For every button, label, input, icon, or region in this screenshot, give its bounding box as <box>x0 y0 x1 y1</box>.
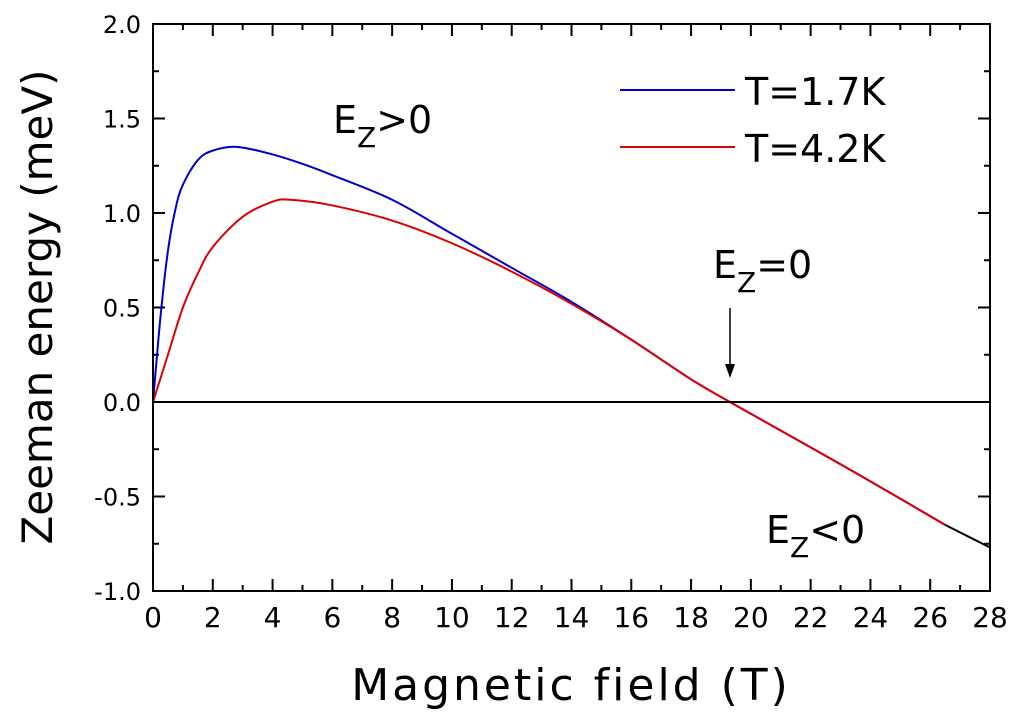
x-tick-label: 20 <box>733 601 769 634</box>
legend: T=1.7K T=4.2K <box>620 70 886 171</box>
y-tick-label: 1.5 <box>103 106 141 134</box>
y-tick-label: 0.0 <box>103 389 141 417</box>
x-tick-label: 10 <box>434 601 470 634</box>
x-tick-label: 6 <box>323 601 341 634</box>
annotation-ez-zero: EZ=0 <box>713 243 812 378</box>
series-line-extrapolation <box>944 523 991 549</box>
x-tick-label: 18 <box>673 601 709 634</box>
y-tick-label: 2.0 <box>103 11 141 39</box>
svg-text:EZ=0: EZ=0 <box>713 243 812 299</box>
series-line-t-4-2k <box>152 198 946 526</box>
x-tick-label: 22 <box>793 601 829 634</box>
axes: 0 2 4 6 8 10 12 14 16 18 20 22 24 26 28-1.0-0.50.00.51… <box>94 11 1008 634</box>
y-tick-label: -0.5 <box>94 484 141 512</box>
x-tick-label: 4 <box>264 601 282 634</box>
x-tick-label: 2 <box>204 601 222 634</box>
y-tick-label: 1.0 <box>103 200 141 228</box>
legend-label-2: T=4.2K <box>744 127 886 171</box>
series-group <box>152 145 991 549</box>
svg-text:EZ>0: EZ>0 <box>333 98 432 154</box>
y-tick-label: -1.0 <box>94 578 141 606</box>
series-line-t-1-7k <box>152 145 946 526</box>
x-axis-label: Magnetic field (T) <box>351 660 791 711</box>
annotation-ez-positive: EZ>0 <box>333 98 432 154</box>
legend-label-1: T=1.7K <box>744 70 886 114</box>
x-tick-label: 26 <box>912 601 948 634</box>
plot-frame <box>152 23 991 592</box>
x-tick-label: 24 <box>853 601 889 634</box>
y-axis-label: Zeeman energy (meV) <box>13 69 62 544</box>
y-tick-label: 0.5 <box>103 295 141 323</box>
svg-text:EZ<0: EZ<0 <box>766 508 865 564</box>
x-tick-label: 14 <box>554 601 590 634</box>
x-tick-label: 16 <box>613 601 649 634</box>
annotation-ez-negative: EZ<0 <box>766 508 865 564</box>
arrow-head-icon <box>725 364 735 378</box>
x-tick-label: 28 <box>972 601 1008 634</box>
x-tick-label: 12 <box>494 601 530 634</box>
x-tick-label: 0 <box>144 601 162 634</box>
x-tick-label: 8 <box>383 601 401 634</box>
